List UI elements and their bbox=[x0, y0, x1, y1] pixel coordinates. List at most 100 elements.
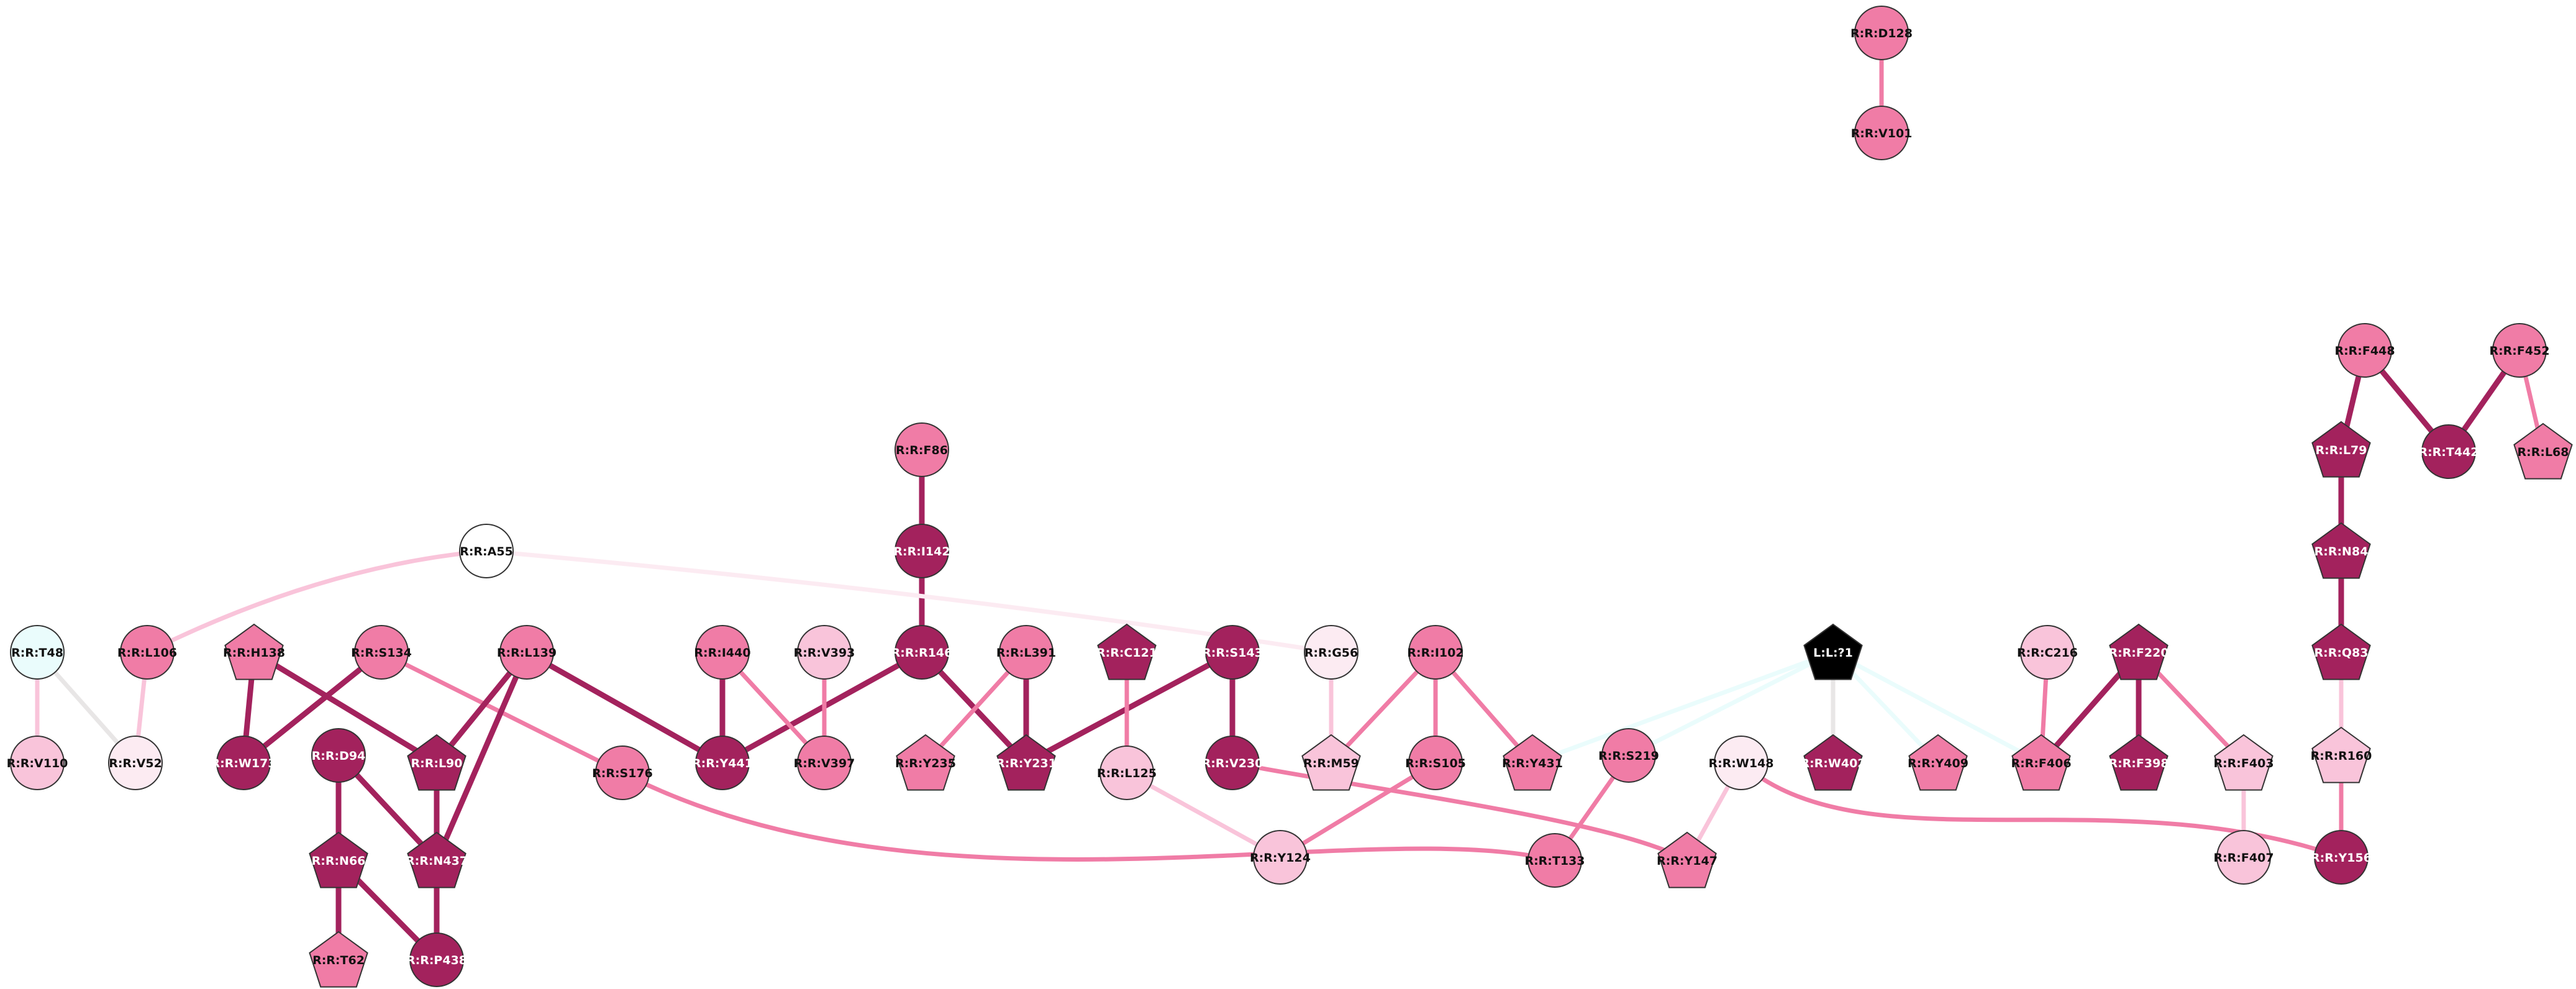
edge-h138-l90 bbox=[251, 649, 440, 766]
node-label: R:R:N66 bbox=[312, 854, 366, 868]
node-c216-circle bbox=[2020, 625, 2075, 680]
node-y409[interactable]: R:R:Y409 bbox=[1908, 734, 1968, 791]
node-i102[interactable]: R:R:I102 bbox=[1407, 625, 1464, 680]
node-n66[interactable]: R:R:N66 bbox=[309, 831, 368, 888]
node-label: R:R:S105 bbox=[1405, 757, 1466, 770]
node-s176[interactable]: R:R:S176 bbox=[592, 745, 653, 800]
node-w402[interactable]: R:R:W402 bbox=[1800, 734, 1866, 791]
node-s105[interactable]: R:R:S105 bbox=[1405, 736, 1466, 790]
node-label: R:R:C216 bbox=[2017, 646, 2078, 660]
node-label: R:R:Y431 bbox=[1502, 757, 1563, 770]
node-label: R:R:Y156 bbox=[2311, 851, 2372, 865]
node-y235-pentagon bbox=[896, 734, 955, 791]
node-y441-circle bbox=[695, 736, 750, 790]
node-label: R:R:I142 bbox=[893, 545, 950, 558]
node-label: R:R:H138 bbox=[223, 646, 285, 660]
node-y235[interactable]: R:R:Y235 bbox=[895, 734, 956, 791]
node-l106[interactable]: R:R:L106 bbox=[117, 625, 177, 680]
node-label: R:R:W173 bbox=[211, 757, 276, 770]
node-h138[interactable]: R:R:H138 bbox=[223, 623, 285, 680]
node-i440[interactable]: R:R:I440 bbox=[694, 625, 751, 680]
node-f86[interactable]: R:R:F86 bbox=[894, 422, 949, 477]
node-label: R:R:W148 bbox=[1708, 757, 1773, 770]
node-y124[interactable]: R:R:Y124 bbox=[1250, 830, 1311, 885]
node-m59[interactable]: R:R:M59 bbox=[1301, 734, 1361, 791]
node-y231[interactable]: R:R:Y231 bbox=[996, 734, 1057, 791]
node-q83[interactable]: R:R:Q83 bbox=[2311, 623, 2371, 680]
node-label: R:R:M59 bbox=[1303, 757, 1359, 770]
node-t62[interactable]: R:R:T62 bbox=[309, 931, 368, 988]
node-w148[interactable]: R:R:W148 bbox=[1708, 736, 1774, 790]
node-f406[interactable]: R:R:F406 bbox=[2011, 734, 2072, 791]
node-v110[interactable]: R:R:V110 bbox=[7, 736, 68, 790]
edge-lig-f406 bbox=[1831, 650, 2044, 765]
node-l79-pentagon bbox=[2311, 421, 2371, 478]
node-label: R:R:T48 bbox=[11, 646, 63, 660]
node-label: R:R:W402 bbox=[1800, 757, 1865, 770]
node-y231-pentagon bbox=[996, 734, 1056, 791]
node-c121[interactable]: R:R:C121 bbox=[1096, 623, 1157, 680]
node-label: R:R:Y231 bbox=[996, 757, 1057, 770]
node-d128-circle bbox=[1854, 6, 1909, 60]
node-f452[interactable]: R:R:F452 bbox=[2489, 323, 2550, 378]
edge-s176-t133 bbox=[620, 770, 1557, 863]
node-f448[interactable]: R:R:F448 bbox=[2334, 323, 2395, 378]
node-n84[interactable]: R:R:N84 bbox=[2311, 522, 2371, 579]
node-label: R:R:T442 bbox=[2418, 445, 2478, 459]
node-label: R:R:L106 bbox=[117, 646, 177, 660]
node-y431[interactable]: R:R:Y431 bbox=[1502, 734, 1563, 791]
node-y441[interactable]: R:R:Y441 bbox=[692, 736, 753, 790]
node-f398[interactable]: R:R:F398 bbox=[2108, 734, 2169, 791]
node-v230[interactable]: R:R:V230 bbox=[1202, 736, 1263, 790]
node-t133[interactable]: R:R:T133 bbox=[1524, 833, 1585, 888]
node-l68[interactable]: R:R:L68 bbox=[2513, 422, 2573, 480]
node-c216[interactable]: R:R:C216 bbox=[2017, 625, 2078, 680]
node-v230-circle bbox=[1205, 736, 1260, 790]
node-s134[interactable]: R:R:S134 bbox=[351, 625, 412, 680]
node-i142[interactable]: R:R:I142 bbox=[893, 524, 950, 578]
node-n437[interactable]: R:R:N437 bbox=[406, 831, 468, 888]
node-y156[interactable]: R:R:Y156 bbox=[2311, 830, 2372, 885]
node-d94[interactable]: R:R:D94 bbox=[311, 728, 366, 783]
node-f220[interactable]: R:R:F220 bbox=[2108, 623, 2169, 680]
node-v393-circle bbox=[797, 625, 852, 680]
node-y147[interactable]: R:R:Y147 bbox=[1657, 831, 1718, 888]
node-s143[interactable]: R:R:S143 bbox=[1202, 625, 1263, 680]
node-l79[interactable]: R:R:L79 bbox=[2311, 421, 2371, 478]
node-p438[interactable]: R:R:P438 bbox=[406, 932, 467, 987]
node-l90[interactable]: R:R:L90 bbox=[407, 734, 467, 791]
node-v101[interactable]: R:R:V101 bbox=[1851, 106, 1913, 160]
node-a55[interactable]: R:R:A55 bbox=[459, 524, 514, 578]
node-label: R:R:F398 bbox=[2108, 757, 2169, 770]
node-label: R:R:T133 bbox=[1524, 854, 1585, 868]
node-label: R:R:S143 bbox=[1202, 646, 1263, 660]
node-label: R:R:C121 bbox=[1096, 646, 1157, 660]
node-label: R:R:L90 bbox=[411, 757, 462, 770]
node-c121-pentagon bbox=[1097, 623, 1157, 680]
edge-lig-s219 bbox=[1626, 650, 1836, 758]
node-p438-circle bbox=[409, 932, 464, 987]
node-f407[interactable]: R:R:F407 bbox=[2213, 830, 2274, 885]
node-t48[interactable]: R:R:T48 bbox=[10, 625, 65, 680]
node-label: R:R:V397 bbox=[794, 757, 855, 770]
node-f403-pentagon bbox=[2214, 734, 2273, 791]
node-w173[interactable]: R:R:W173 bbox=[211, 736, 276, 790]
node-r146[interactable]: R:R:R146 bbox=[891, 625, 953, 680]
node-label: R:R:Y147 bbox=[1657, 854, 1718, 868]
node-r160[interactable]: R:R:R160 bbox=[2311, 726, 2372, 783]
node-v52[interactable]: R:R:V52 bbox=[108, 736, 163, 790]
node-v393[interactable]: R:R:V393 bbox=[794, 625, 855, 680]
node-d128[interactable]: R:R:D128 bbox=[1850, 6, 1913, 60]
node-w173-circle bbox=[216, 736, 271, 790]
node-m59-pentagon bbox=[1301, 734, 1361, 791]
node-l391[interactable]: R:R:L391 bbox=[996, 625, 1056, 680]
node-l139[interactable]: R:R:L139 bbox=[497, 625, 557, 680]
node-l125[interactable]: R:R:L125 bbox=[1097, 745, 1157, 800]
node-s219[interactable]: R:R:S219 bbox=[1598, 728, 1659, 783]
node-g56[interactable]: R:R:G56 bbox=[1304, 625, 1359, 680]
node-v397[interactable]: R:R:V397 bbox=[794, 736, 855, 790]
node-lig[interactable]: L:L:?1 bbox=[1803, 623, 1863, 680]
node-f403[interactable]: R:R:F403 bbox=[2213, 734, 2274, 791]
node-label: R:R:V101 bbox=[1851, 127, 1913, 140]
node-t442[interactable]: R:R:T442 bbox=[2418, 424, 2479, 479]
